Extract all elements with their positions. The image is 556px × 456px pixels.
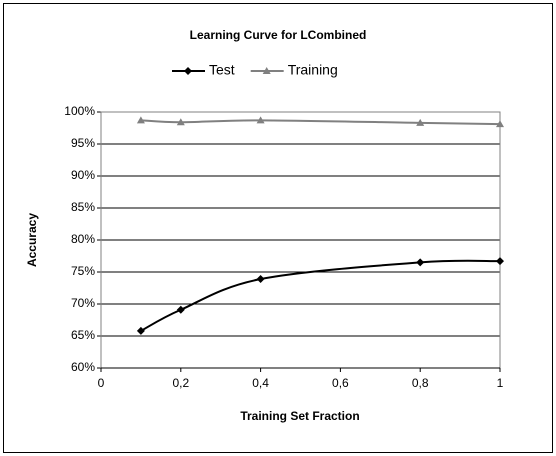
x-tick-label: 0,8 <box>412 376 429 390</box>
marker <box>256 116 265 124</box>
marker <box>496 257 504 266</box>
x-tick-label: 0 <box>98 376 105 390</box>
marker <box>184 67 192 75</box>
marker <box>416 258 425 267</box>
y-tick-label: 75% <box>71 264 95 278</box>
series-line <box>140 259 501 332</box>
y-tick-label: 80% <box>71 232 95 246</box>
x-tick-label: 0,4 <box>252 376 269 390</box>
x-tick-label: 1 <box>497 376 504 390</box>
x-axis-label: Training Set Fraction <box>240 409 359 423</box>
y-tick-label: 60% <box>71 360 95 374</box>
marker <box>176 305 185 314</box>
y-axis-label: Accuracy <box>25 213 39 267</box>
chart-border <box>3 3 553 453</box>
series-line <box>140 119 501 126</box>
marker <box>496 120 504 128</box>
y-tick-label: 65% <box>71 328 95 342</box>
y-tick-label: 85% <box>71 200 95 214</box>
y-tick-label: 95% <box>71 136 95 150</box>
marker <box>136 116 145 124</box>
marker <box>256 275 265 284</box>
y-tick-label: 100% <box>64 104 95 118</box>
marker <box>262 67 271 74</box>
y-tick-label: 90% <box>71 168 95 182</box>
x-tick-label: 0,6 <box>332 376 349 390</box>
legend-label: Training <box>288 62 338 78</box>
marker <box>416 118 425 126</box>
marker <box>176 118 185 126</box>
marker <box>136 326 145 335</box>
y-tick-label: 70% <box>71 296 95 310</box>
x-tick-label: 0,2 <box>172 376 189 390</box>
chart-title: Learning Curve for LCombined <box>190 28 367 42</box>
legend-label: Test <box>209 62 235 78</box>
